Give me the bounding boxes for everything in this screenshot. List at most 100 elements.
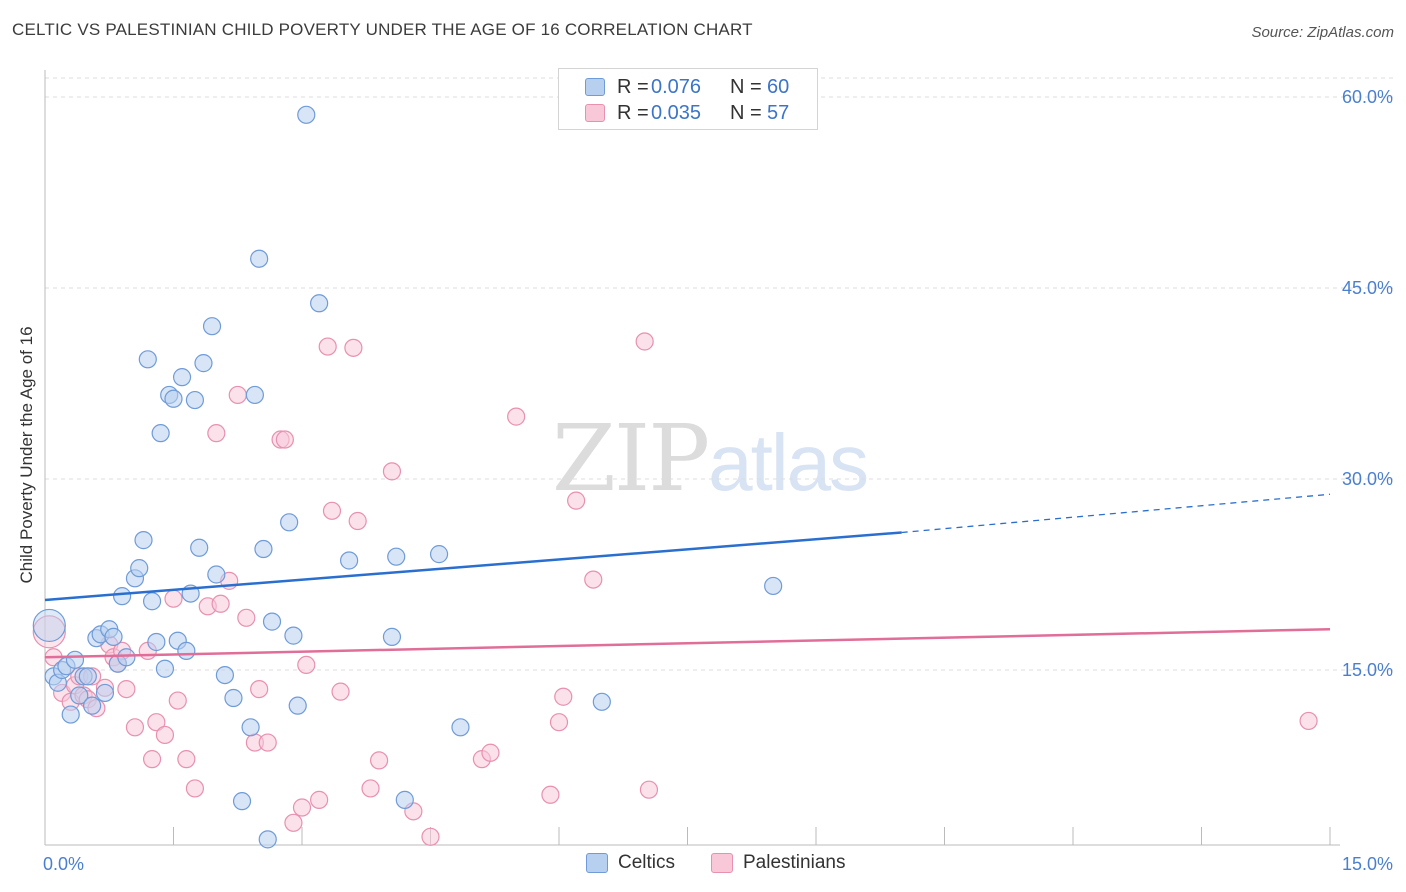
palestinians-point — [584, 570, 603, 589]
legend-swatch-celtics — [586, 853, 608, 873]
palestinians-point — [481, 743, 500, 762]
palestinians-point — [331, 682, 350, 701]
palestinians-point — [211, 594, 230, 613]
celtics-point — [258, 830, 277, 849]
palestinians-point — [147, 713, 166, 732]
celtics-point — [70, 686, 89, 705]
palestinians-point — [344, 338, 363, 357]
legend-n-value: 60 — [767, 76, 790, 98]
legend-label-celtics: Celtics — [618, 852, 676, 873]
celtics-point — [61, 705, 80, 724]
celtics-point — [202, 317, 222, 336]
celtics-point — [288, 696, 307, 715]
celtics-point — [310, 294, 329, 313]
celtics-point — [142, 592, 162, 611]
x-tick-label: 15.0% — [1342, 854, 1393, 874]
celtics-trend-line — [44, 531, 902, 602]
celtics-point — [340, 551, 359, 570]
palestinians-point — [155, 725, 175, 745]
celtics-point — [297, 105, 316, 124]
y-tick-label: 60.0% — [1342, 87, 1393, 107]
celtics-point — [155, 659, 175, 678]
chart-title: CELTIC VS PALESTINIAN CHILD POVERTY UNDE… — [12, 20, 753, 39]
palestinians-point — [361, 779, 380, 798]
trend-lines — [44, 493, 1331, 659]
palestinians-point — [142, 750, 162, 769]
celtics-point — [451, 718, 470, 737]
legend-r-value: 0.035 — [651, 102, 702, 124]
celtics-point — [83, 696, 102, 715]
celtics-point — [32, 608, 66, 643]
palestinians-point — [185, 779, 205, 798]
celtics-point — [241, 718, 260, 737]
celtics-point — [172, 368, 192, 387]
y-tick-label: 15.0% — [1342, 660, 1393, 680]
data-points — [32, 105, 1318, 849]
palestinians-point — [1299, 711, 1318, 731]
celtics-point — [151, 424, 170, 443]
y-tick-label: 30.0% — [1342, 469, 1393, 489]
legend-swatch-palestinians — [711, 853, 733, 873]
celtics-trend-extension — [901, 493, 1331, 534]
celtics-point — [429, 545, 449, 564]
celtics-point — [395, 790, 414, 809]
legend-label-palestinians: Palestinians — [743, 852, 846, 873]
palestinians-point — [207, 424, 226, 443]
celtics-point — [177, 641, 196, 661]
palestinians-point — [639, 780, 659, 799]
legend-r-label: R = — [617, 102, 649, 124]
palestinians-point — [370, 751, 389, 770]
palestinians-point — [541, 785, 560, 804]
legend-n-label: N = — [730, 76, 762, 98]
axes — [44, 70, 1340, 846]
celtics-point — [112, 587, 132, 606]
celtics-point — [207, 565, 226, 584]
palestinians-point — [292, 798, 312, 817]
palestinians-point — [421, 827, 440, 846]
x-tick-label: 0.0% — [43, 854, 84, 874]
legend-swatch-celtics — [585, 78, 605, 96]
celtics-point — [262, 612, 282, 631]
celtics-point — [147, 632, 166, 652]
celtics-point — [245, 385, 264, 405]
palestinians-point — [237, 608, 256, 627]
celtics-point — [215, 665, 234, 685]
celtics-point — [164, 389, 183, 408]
palestinians-point — [348, 511, 367, 531]
celtics-point — [104, 627, 123, 646]
palestinians-point — [297, 655, 316, 675]
legend-n-label: N = — [730, 102, 762, 124]
palestinians-point — [168, 691, 187, 710]
palestinians-point — [549, 713, 569, 732]
legend-r-label: R = — [617, 76, 649, 98]
legend-swatch-palestinians — [585, 104, 605, 122]
celtics-point — [78, 667, 97, 686]
palestinians-point — [635, 332, 654, 351]
palestinians-point — [275, 430, 294, 449]
celtics-point — [250, 249, 269, 268]
tick-labels: 15.0% 30.0% 45.0% 60.0% 0.0% 15.0% — [43, 87, 1393, 874]
legend-n-value: 57 — [767, 102, 790, 124]
celtics-point — [134, 531, 153, 550]
palestinians-point — [250, 679, 269, 699]
palestinians-point — [125, 718, 145, 737]
celtics-point — [764, 576, 783, 596]
celtics-point — [387, 547, 406, 566]
celtics-point — [95, 683, 115, 703]
stats-legend: R = 0.076 N = 60 R = 0.035 N = 57 — [558, 68, 818, 130]
celtics-point — [190, 538, 209, 557]
palestinians-point — [284, 813, 303, 832]
celtics-point — [194, 354, 213, 373]
celtics-point — [284, 626, 303, 645]
celtics-point — [130, 559, 149, 578]
palestinians-trend-line — [44, 628, 1331, 659]
palestinians-point — [322, 501, 342, 520]
palestinians-point — [507, 407, 526, 426]
celtics-point — [224, 688, 243, 708]
celtics-point — [382, 627, 402, 646]
palestinians-point — [567, 491, 586, 510]
celtics-point — [65, 650, 85, 669]
celtics-point — [232, 792, 252, 811]
celtics-point — [254, 539, 273, 559]
palestinians-point — [554, 687, 573, 706]
